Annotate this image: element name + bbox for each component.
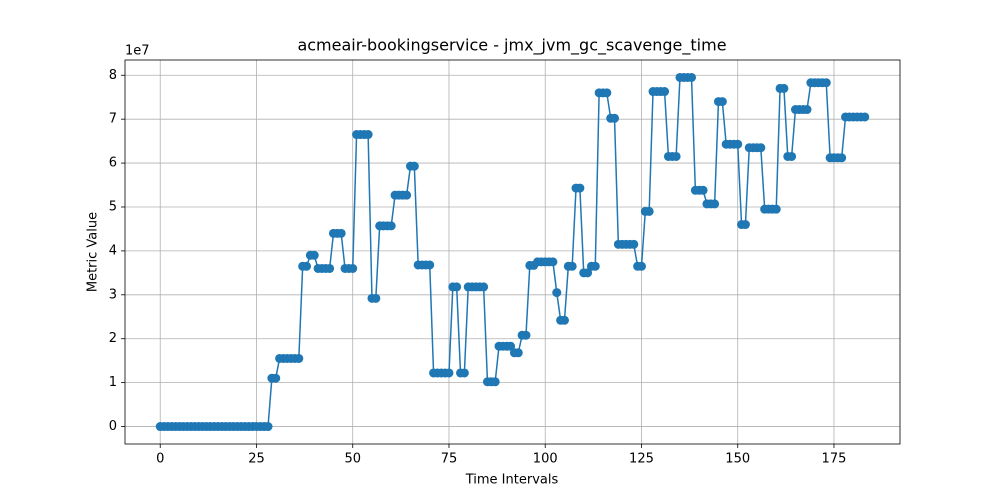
point [575, 183, 585, 193]
point [271, 373, 281, 383]
chart-title: acmeair-bookingservice - jmx_jvm_gc_scav… [297, 36, 726, 56]
point [687, 72, 697, 82]
x-tick-label: 75 [441, 452, 458, 467]
point [802, 105, 812, 115]
point [698, 185, 708, 195]
point [336, 228, 346, 238]
point [644, 206, 654, 216]
point [779, 83, 789, 93]
point [506, 341, 516, 351]
point [325, 263, 335, 273]
point [860, 112, 870, 122]
point [610, 113, 620, 123]
plot-frame [124, 59, 901, 445]
y-tick-label: 8 [109, 68, 117, 83]
y-tick-label: 3 [109, 287, 117, 302]
y-tick-label: 1 [109, 375, 117, 390]
point [756, 143, 766, 153]
y-tick-label: 4 [109, 243, 117, 258]
x-tick-label: 125 [629, 452, 654, 467]
point [263, 422, 273, 432]
point [386, 221, 396, 231]
y-axis-label: Metric Value [86, 212, 101, 292]
point [636, 261, 646, 271]
y-scale-label: 1e7 [125, 44, 150, 59]
line [160, 76, 865, 428]
x-tick-label: 0 [156, 452, 164, 467]
point [559, 315, 569, 325]
point [740, 220, 750, 230]
point [309, 250, 319, 260]
y-tick-label: 2 [109, 331, 117, 346]
point [548, 257, 558, 267]
point [567, 261, 577, 271]
point [452, 282, 462, 292]
point [671, 151, 681, 161]
point [552, 288, 562, 298]
x-tick-label: 100 [533, 452, 558, 467]
point [590, 261, 600, 271]
x-tick-label: 50 [344, 452, 361, 467]
point [444, 368, 454, 378]
point [371, 293, 381, 303]
point [363, 130, 373, 140]
point [733, 139, 743, 149]
point [717, 97, 727, 107]
point [629, 239, 639, 249]
point [513, 348, 523, 358]
point [821, 78, 831, 88]
y-tick-label: 5 [109, 199, 117, 214]
point [583, 268, 593, 278]
point [710, 199, 720, 209]
x-tick-label: 175 [822, 452, 847, 467]
point [348, 263, 358, 273]
point [459, 368, 469, 378]
point [302, 261, 312, 271]
point [490, 377, 500, 387]
point [837, 153, 847, 163]
point [479, 282, 489, 292]
x-tick-label: 25 [248, 452, 265, 467]
point [787, 151, 797, 161]
x-tick-label: 150 [725, 452, 750, 467]
point [660, 87, 670, 97]
point [402, 190, 412, 200]
point [521, 330, 531, 340]
point [409, 161, 419, 171]
point [771, 204, 781, 214]
x-axis-label: Time Intervals [465, 473, 559, 488]
y-tick-label: 0 [109, 419, 117, 434]
point [602, 88, 612, 98]
point [425, 260, 435, 270]
y-tick-label: 7 [109, 112, 117, 127]
y-tick-label: 6 [109, 156, 117, 171]
point [294, 353, 304, 363]
